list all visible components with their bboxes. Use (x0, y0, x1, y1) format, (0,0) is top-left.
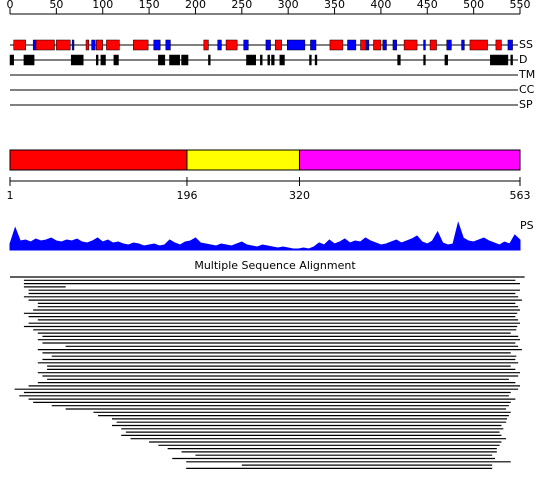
track-segment (373, 39, 382, 51)
track-segment (32, 39, 37, 51)
domain (298, 149, 521, 171)
track-segment (397, 54, 401, 66)
track-segment (429, 39, 437, 51)
ruler-label: 350 (324, 0, 345, 11)
domain-label: 563 (510, 189, 531, 202)
ruler-label: 450 (417, 0, 438, 11)
track-segment (446, 39, 452, 51)
track-label: SP (519, 98, 533, 111)
track-segment (510, 54, 513, 66)
track-segment (347, 39, 357, 51)
track-segment (71, 39, 75, 51)
ruler-label: 50 (49, 0, 63, 11)
track-segment (85, 39, 90, 51)
track-segment (382, 39, 387, 51)
track-segment (274, 39, 282, 51)
track-segment (153, 39, 161, 51)
ruler-label: 300 (278, 0, 299, 11)
track-segment (56, 39, 71, 51)
track-segment (217, 39, 222, 51)
track-segment (158, 54, 166, 66)
track-segment (360, 39, 367, 51)
track-label: D (519, 53, 527, 66)
track-label: TM (518, 68, 535, 81)
ruler-label: 0 (7, 0, 14, 11)
track-segment (461, 39, 465, 51)
track-segment (314, 54, 318, 66)
track-segment (243, 39, 249, 51)
track-segment (329, 39, 344, 51)
alignment-title: Multiple Sequence Alignment (194, 259, 356, 272)
track-segment (265, 39, 271, 51)
track-segment (365, 39, 370, 51)
track-segment (203, 39, 209, 51)
ruler-label: 200 (185, 0, 206, 11)
track-segment (165, 39, 171, 51)
domain-label: 196 (176, 189, 197, 202)
track-segment (23, 54, 35, 66)
track-segment (271, 54, 275, 66)
track-segment (225, 39, 238, 51)
ps-profile (9, 221, 521, 251)
track-segment (279, 54, 285, 66)
domain (186, 149, 300, 171)
track-segment (70, 54, 84, 66)
ps-label: PS (520, 219, 534, 232)
track-segment (403, 39, 418, 51)
ruler-label: 400 (370, 0, 391, 11)
track-segment (444, 54, 448, 66)
track-segment (106, 39, 120, 51)
track-segment (246, 54, 256, 66)
ruler-label: 250 (231, 0, 252, 11)
track-segment (133, 39, 149, 51)
track-segment (13, 39, 27, 51)
track-segment (100, 54, 106, 66)
track-segment (310, 39, 317, 51)
track-segment (392, 39, 397, 51)
track-segment (181, 54, 189, 66)
track-segment (267, 54, 270, 66)
ruler-label: 500 (463, 0, 484, 11)
track-segment (208, 54, 211, 66)
track-segment (95, 54, 99, 66)
track-segment (260, 54, 263, 66)
track-segment (113, 54, 119, 66)
track-segment (95, 39, 103, 51)
track-segment (35, 39, 55, 51)
domain (9, 149, 188, 171)
track-segment (423, 39, 426, 51)
track-segment (9, 54, 14, 66)
track-segment (423, 54, 426, 66)
ruler-label: 100 (92, 0, 113, 11)
domain-label: 320 (289, 189, 310, 202)
ruler-label: 150 (139, 0, 160, 11)
track-segment (469, 39, 488, 51)
track-segment (507, 39, 513, 51)
track-segment (495, 39, 502, 51)
domain-label: 1 (7, 189, 14, 202)
track-segment (309, 54, 312, 66)
track-segment (91, 39, 96, 51)
track-segment (287, 39, 306, 51)
track-label: SS (519, 38, 533, 51)
track-segment (169, 54, 180, 66)
track-segment (490, 54, 509, 66)
ruler-label: 550 (510, 0, 531, 11)
track-label: CC (519, 83, 535, 96)
